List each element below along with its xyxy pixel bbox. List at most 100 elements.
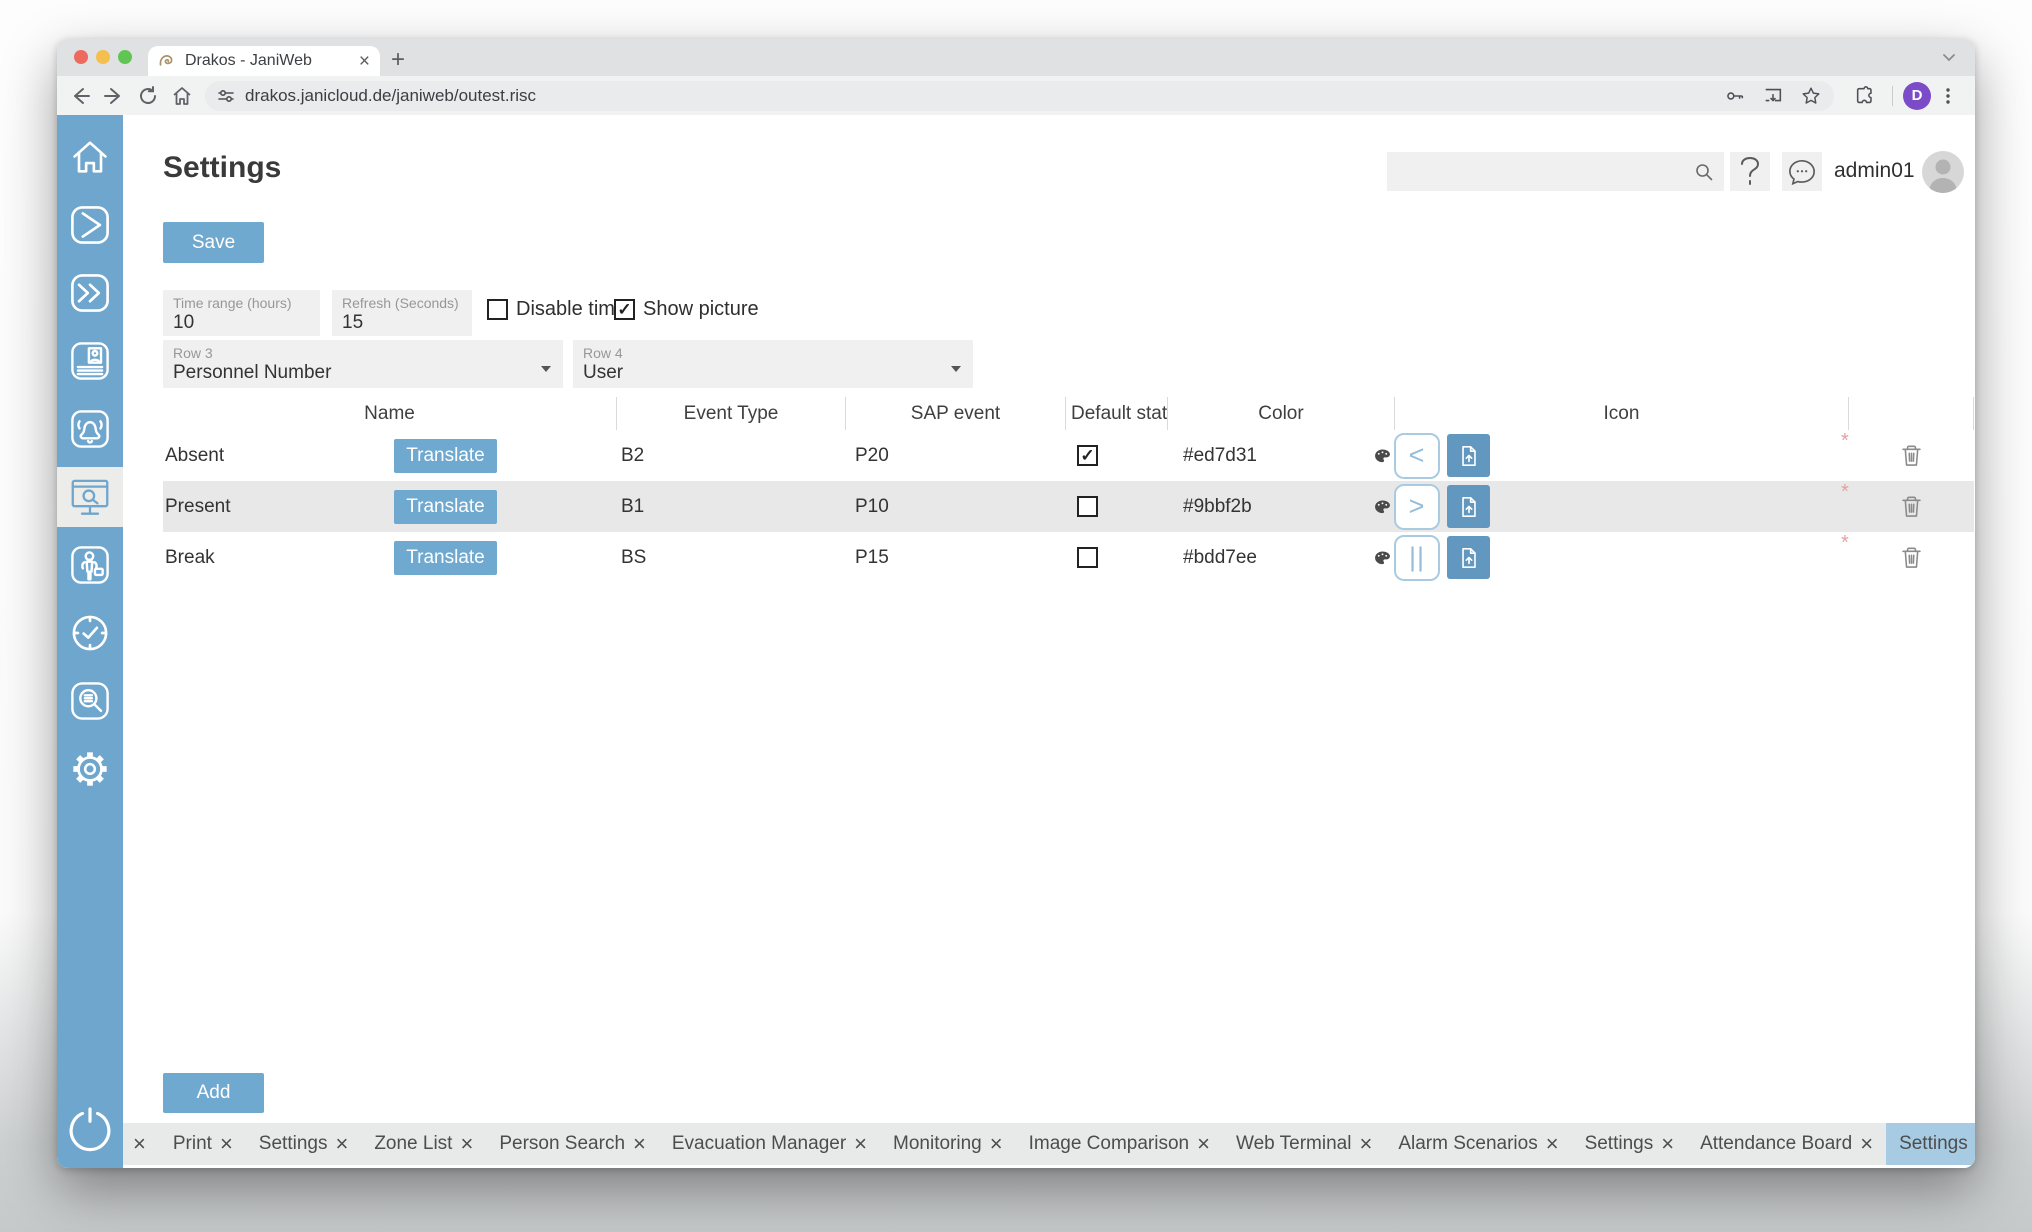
bottom-tab-evacuation-manager[interactable]: Evacuation Manager × [671,1131,868,1156]
status-icon-preview[interactable]: > [1394,483,1440,530]
translate-button[interactable]: Translate [394,438,497,473]
bottom-tab-alarm-scenarios[interactable]: Alarm Scenarios × [1398,1131,1559,1156]
color-value[interactable]: #9bbf2b [1183,495,1252,517]
close-icon[interactable]: × [133,1131,146,1156]
trash-icon [1901,547,1921,568]
sidebar-item-search-report[interactable] [57,671,123,731]
sidebar-item-home[interactable] [57,127,123,187]
sidebar-item-settings[interactable] [57,739,123,799]
color-palette-icon[interactable] [1375,500,1390,513]
bottom-tab-monitoring[interactable]: Monitoring × [893,1131,1003,1156]
avatar[interactable] [1922,151,1964,193]
kebab-menu-icon[interactable] [1931,79,1965,113]
sidebar-item-time[interactable] [57,603,123,663]
close-icon[interactable]: × [633,1131,646,1156]
zoom-window-button[interactable] [118,50,132,64]
sidebar-item-fast-forward[interactable] [57,263,123,323]
sidebar-item-power[interactable] [57,1094,123,1166]
back-icon[interactable] [63,79,97,113]
home-icon[interactable] [165,79,199,113]
translate-button[interactable]: Translate [394,489,497,524]
time-range-field[interactable]: Time range (hours) 10 [163,290,320,336]
bottom-tab-settings-2[interactable]: Settings × [1584,1131,1675,1156]
username-label[interactable]: admin01 [1834,159,1915,182]
browser-profile-avatar[interactable]: D [1903,81,1931,110]
close-icon[interactable]: × [460,1131,474,1156]
forward-icon[interactable] [97,79,131,113]
search-input[interactable] [1387,161,1694,182]
close-icon[interactable]: × [219,1131,233,1156]
close-icon[interactable]: × [1197,1131,1210,1156]
sidebar-item-monitoring[interactable] [57,467,123,527]
add-button[interactable]: Add [163,1073,264,1113]
search-icon[interactable] [1694,162,1714,182]
install-app-icon[interactable] [1762,85,1784,107]
close-window-button[interactable] [74,50,88,64]
save-button[interactable]: Save [163,222,264,263]
sidebar-item-personnel[interactable] [57,535,123,595]
close-icon[interactable]: × [854,1131,868,1156]
close-icon[interactable]: × [1545,1131,1559,1156]
new-tab-button[interactable]: + [391,46,406,73]
close-icon[interactable]: × [1359,1131,1373,1156]
row4-select[interactable]: Row 4 User [573,340,973,388]
bottom-tab-zone-list[interactable]: Zone List × [374,1131,474,1156]
event-type-value[interactable]: B2 [621,444,645,466]
bottom-tab-settings[interactable]: Settings × [258,1131,349,1156]
close-icon[interactable]: × [1661,1131,1675,1156]
delete-row-button[interactable] [1898,442,1925,469]
row4-value: User [583,362,624,383]
reload-icon[interactable] [131,79,165,113]
browser-tab[interactable]: Drakos - JaniWeb × [148,46,380,76]
upload-icon-button[interactable] [1447,485,1490,528]
show-picture-checkbox[interactable] [614,299,635,320]
help-button[interactable] [1730,152,1770,191]
bottom-tab-person-search[interactable]: Person Search × [499,1131,646,1156]
delete-row-button[interactable] [1898,544,1925,571]
sidebar-item-playback[interactable] [57,195,123,255]
sap-event-value[interactable]: P20 [855,444,889,466]
bottom-tab-settings-active[interactable]: Settings× [1886,1123,1975,1165]
color-palette-icon[interactable] [1375,449,1390,462]
refresh-field[interactable]: Refresh (Seconds) 15 [332,290,472,336]
messages-button[interactable] [1782,152,1822,191]
row3-select[interactable]: Row 3 Personnel Number [163,340,563,388]
color-value[interactable]: #bdd7ee [1183,546,1257,568]
translate-button[interactable]: Translate [394,540,497,575]
default-status-checkbox[interactable] [1077,496,1098,517]
event-type-value[interactable]: BS [621,546,647,568]
time-range-value[interactable]: 10 [173,312,195,333]
password-key-icon[interactable] [1724,85,1746,107]
status-icon-preview[interactable]: || [1394,534,1440,581]
event-type-value[interactable]: B1 [621,495,645,517]
default-status-checkbox[interactable] [1077,445,1098,466]
tab-close-icon[interactable]: × [358,50,370,72]
sidebar-item-alarms[interactable] [57,399,123,459]
bottom-tab-image-comparison[interactable]: Image Comparison × [1028,1131,1210,1156]
minimize-window-button[interactable] [96,50,110,64]
close-icon[interactable]: × [989,1131,1003,1156]
bookmark-star-icon[interactable] [1800,85,1822,107]
refresh-value[interactable]: 15 [342,312,364,333]
status-icon-preview[interactable]: < [1394,432,1440,479]
sidebar-item-id-card[interactable] [57,331,123,391]
delete-row-button[interactable] [1898,493,1925,520]
sap-event-value[interactable]: P15 [855,546,889,568]
close-icon[interactable]: × [335,1131,349,1156]
default-status-checkbox[interactable] [1077,547,1098,568]
bottom-tab-print[interactable]: Print × [172,1131,233,1156]
color-value[interactable]: #ed7d31 [1183,444,1257,466]
upload-icon-button[interactable] [1447,434,1490,477]
url-text[interactable]: drakos.janicloud.de/janiweb/outest.risc [245,85,537,105]
chevron-down-icon[interactable] [1941,49,1957,65]
sap-event-value[interactable]: P10 [855,495,889,517]
upload-icon-button[interactable] [1447,536,1490,579]
color-palette-icon[interactable] [1375,551,1390,564]
url-bar[interactable]: drakos.janicloud.de/janiweb/outest.risc [205,80,1834,111]
site-settings-icon[interactable] [217,87,235,105]
close-icon[interactable]: × [1860,1131,1874,1156]
disable-time-checkbox[interactable] [487,299,508,320]
extensions-puzzle-icon[interactable] [1848,79,1882,113]
bottom-tab-attendance-board[interactable]: Attendance Board × [1700,1131,1874,1156]
bottom-tab-web-terminal[interactable]: Web Terminal × [1235,1131,1373,1156]
